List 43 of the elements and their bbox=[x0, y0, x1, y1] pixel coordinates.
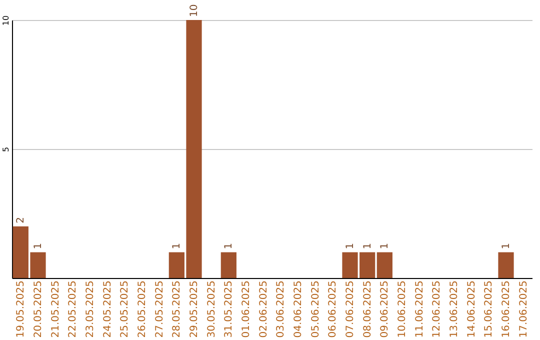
y-tick-label: 5 bbox=[2, 146, 10, 152]
x-tick-label: 07.06.2025 bbox=[345, 280, 356, 338]
x-tick-label: 30.05.2025 bbox=[206, 280, 218, 338]
x-tick-label: 15.06.2025 bbox=[484, 280, 495, 338]
x-tick-label: 01.06.2025 bbox=[241, 280, 252, 338]
data-label: 1 bbox=[380, 242, 391, 250]
x-tick-label: 22.05.2025 bbox=[68, 280, 79, 338]
data-label: 1 bbox=[33, 242, 44, 250]
x-tick-label: 11.06.2025 bbox=[414, 280, 426, 338]
data-label: 1 bbox=[501, 242, 512, 250]
x-tick-label: 17.06.2025 bbox=[518, 280, 530, 338]
x-tick-label: 09.06.2025 bbox=[380, 280, 391, 338]
bar bbox=[220, 252, 236, 278]
x-tick-label: 25.05.2025 bbox=[120, 280, 131, 338]
data-label: 10 bbox=[189, 4, 200, 17]
x-tick-label: 08.06.2025 bbox=[362, 280, 374, 338]
data-label: 1 bbox=[362, 242, 374, 250]
x-tick-label: 12.06.2025 bbox=[432, 280, 443, 338]
x-tick-label: 10.06.2025 bbox=[397, 280, 408, 338]
data-label: 2 bbox=[16, 217, 27, 224]
x-tick-label: 27.05.2025 bbox=[154, 280, 166, 338]
x-tick-label: 14.06.2025 bbox=[466, 280, 478, 338]
x-tick-label: 31.05.2025 bbox=[224, 280, 235, 338]
x-tick-label: 29.05.2025 bbox=[189, 280, 200, 338]
data-label: 1 bbox=[345, 242, 356, 250]
x-tick-label: 03.06.2025 bbox=[276, 280, 287, 338]
x-tick-label: 05.06.2025 bbox=[310, 280, 322, 338]
x-tick-label: 23.05.2025 bbox=[85, 280, 96, 338]
x-tick-label: 02.06.2025 bbox=[258, 280, 270, 338]
x-tick-label: 16.06.2025 bbox=[501, 280, 512, 338]
data-label: 1 bbox=[224, 242, 235, 250]
x-tick-label: 04.06.2025 bbox=[293, 280, 304, 338]
x-tick-label: 26.05.2025 bbox=[137, 280, 148, 338]
x-tick-label: 20.05.2025 bbox=[33, 280, 44, 338]
x-tick-label: 13.06.2025 bbox=[449, 280, 460, 338]
bar bbox=[376, 252, 392, 278]
x-tick-label: 21.05.2025 bbox=[50, 280, 62, 338]
data-label: 1 bbox=[172, 242, 183, 250]
x-tick-label: 24.05.2025 bbox=[102, 280, 114, 338]
x-tick-label: 06.06.2025 bbox=[328, 280, 339, 338]
bar bbox=[498, 252, 514, 278]
x-tick-label: 19.05.2025 bbox=[16, 280, 27, 338]
x-tick-label: 28.05.2025 bbox=[172, 280, 183, 338]
